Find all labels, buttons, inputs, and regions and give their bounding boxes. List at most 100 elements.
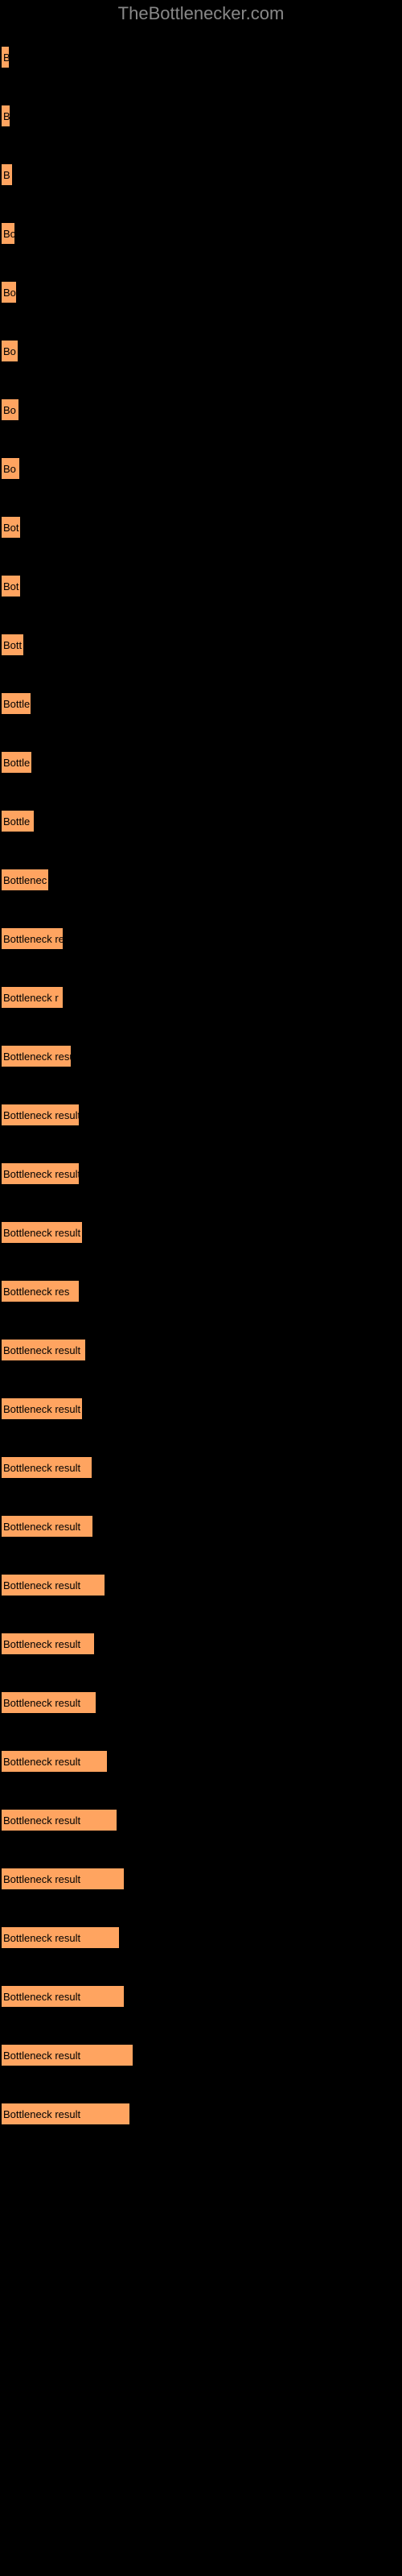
bar: Bottleneck result xyxy=(2,1633,94,1654)
bar-text: Bottleneck result xyxy=(2,2050,80,2062)
bar-row: Bottle xyxy=(2,693,402,714)
bar-row: Bo xyxy=(2,399,402,420)
bar-row: B xyxy=(2,105,402,126)
bar-text: Bott xyxy=(2,639,22,651)
bar-row: Bo xyxy=(2,282,402,303)
bar-text: Bottle xyxy=(2,698,30,710)
bar-text: Bo xyxy=(2,463,16,475)
bar-text: B xyxy=(2,110,10,122)
bar-row: Bottleneck result xyxy=(2,1163,402,1184)
bar-row: Bottleneck result xyxy=(2,1398,402,1419)
bar: Bottleneck result xyxy=(2,1516,92,1537)
bar-text: Bottleneck result xyxy=(2,1638,80,1650)
bar-row: Bottleneck re xyxy=(2,928,402,949)
bar-row: B xyxy=(2,47,402,68)
bar-text: Bo xyxy=(2,287,16,299)
bar: Bottleneck r xyxy=(2,987,63,1008)
bar: Bottleneck re xyxy=(2,928,63,949)
bar-row: Bottleneck result xyxy=(2,1340,402,1360)
bar-text: Bottle xyxy=(2,815,30,828)
bar-text: Bottleneck result xyxy=(2,1462,80,1474)
bar-row: Bottle xyxy=(2,752,402,773)
bar-text: Bottleneck result xyxy=(2,1344,80,1356)
bar-text: Bottleneck result xyxy=(2,1756,80,1768)
bar: Bottle xyxy=(2,752,31,773)
bar: Bot xyxy=(2,576,20,597)
bar: Bottleneck result xyxy=(2,1398,82,1419)
bar-text: Bottleneck result xyxy=(2,1227,80,1239)
bar-text: Bot xyxy=(2,580,19,592)
bar-text: Bottleneck result xyxy=(2,1521,80,1533)
bar: Bottleneck result xyxy=(2,1222,82,1243)
bar: Bottleneck result xyxy=(2,1575,105,1596)
bar-text: Bottleneck res xyxy=(2,1286,69,1298)
bar-row: Bottle xyxy=(2,811,402,832)
bar-text: Bot xyxy=(2,522,19,534)
bar-text: Bottleneck result xyxy=(2,1991,80,2003)
bar-row: Bottleneck result xyxy=(2,1516,402,1537)
bar-text: B xyxy=(2,52,9,64)
bar-chart: B B B Bo Bo Bo Bo Bo Bot Bot Bott Bottle Bottle Bottl… xyxy=(0,24,402,2124)
bar-row: Bottleneck result xyxy=(2,1986,402,2007)
bar: Bottleneck result xyxy=(2,1751,107,1772)
bar: Bot xyxy=(2,517,20,538)
bar: Bottleneck result xyxy=(2,1163,79,1184)
bar-row: Bottleneck result xyxy=(2,1810,402,1831)
bar: Bo xyxy=(2,399,18,420)
bar-row: Bottleneck result xyxy=(2,1633,402,1654)
bar-text: Bottleneck result xyxy=(2,1168,79,1180)
bar-row: Bottleneck result xyxy=(2,2045,402,2066)
bar: Bottle xyxy=(2,811,34,832)
bar-row: Bo xyxy=(2,223,402,244)
bar-row: Bottleneck result xyxy=(2,1692,402,1713)
bar-row: Bottleneck result xyxy=(2,1927,402,1948)
bar: Bottleneck result xyxy=(2,1986,124,2007)
bar: Bottleneck res xyxy=(2,1281,79,1302)
bar-text: Bottleneck result xyxy=(2,1579,80,1591)
bar-text: Bottleneck result xyxy=(2,2108,80,2120)
bar: Bottleneck result xyxy=(2,1104,79,1125)
bar-row: Bottleneck result xyxy=(2,1104,402,1125)
bar: B xyxy=(2,105,10,126)
bar: Bo xyxy=(2,223,14,244)
bar-row: Bottlenec xyxy=(2,869,402,890)
bar: Bottlenec xyxy=(2,869,48,890)
bar-text: Bottleneck resu xyxy=(2,1051,71,1063)
bar: Bottleneck result xyxy=(2,1340,85,1360)
bar-row: Bottleneck r xyxy=(2,987,402,1008)
bar-row: Bo xyxy=(2,341,402,361)
bar: Bottleneck result xyxy=(2,2103,129,2124)
bar: Bottleneck result xyxy=(2,1457,92,1478)
bar-text: Bottleneck re xyxy=(2,933,63,945)
bar-text: Bottleneck result xyxy=(2,1873,80,1885)
bar-text: B xyxy=(2,169,10,181)
bar-row: B xyxy=(2,164,402,185)
bar-row: Bot xyxy=(2,576,402,597)
bar: Bottleneck result xyxy=(2,1810,117,1831)
bar-text: Bo xyxy=(2,404,16,416)
bar-row: Bot xyxy=(2,517,402,538)
bar: Bottleneck result xyxy=(2,2045,133,2066)
bar-text: Bottleneck r xyxy=(2,992,59,1004)
bar-row: Bottleneck resu xyxy=(2,1046,402,1067)
bar-text: Bottleneck result xyxy=(2,1109,79,1121)
bar-row: Bottleneck result xyxy=(2,1751,402,1772)
bar: Bottle xyxy=(2,693,31,714)
bar: Bottleneck result xyxy=(2,1692,96,1713)
bar-text: Bottle xyxy=(2,757,30,769)
bar: Bottleneck resu xyxy=(2,1046,71,1067)
bar-text: Bottleneck result xyxy=(2,1403,80,1415)
watermark-text: TheBottlenecker.com xyxy=(118,3,285,24)
bar-text: Bo xyxy=(2,345,16,357)
bar-row: Bott xyxy=(2,634,402,655)
bar-text: Bo xyxy=(2,228,14,240)
bar-row: Bottleneck result xyxy=(2,2103,402,2124)
bar: Bo xyxy=(2,458,19,479)
bar-text: Bottleneck result xyxy=(2,1697,80,1709)
bar-row: Bottleneck res xyxy=(2,1281,402,1302)
bar-row: Bottleneck result xyxy=(2,1222,402,1243)
bar: Bottleneck result xyxy=(2,1927,119,1948)
bar: Bottleneck result xyxy=(2,1868,124,1889)
bar-row: Bottleneck result xyxy=(2,1575,402,1596)
bar-row: Bottleneck result xyxy=(2,1868,402,1889)
